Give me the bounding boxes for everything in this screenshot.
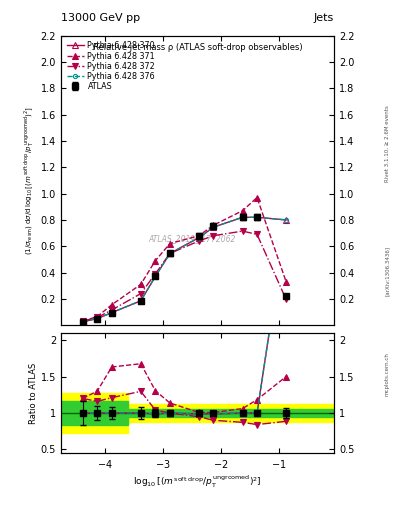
Pythia 6.428 372 [211, 232, 216, 239]
Y-axis label: Ratio to ATLAS: Ratio to ATLAS [29, 362, 38, 423]
Pythia 6.428 372 [138, 290, 143, 296]
Pythia 6.428 376 [95, 315, 99, 322]
Bar [128, 404, 334, 422]
Pythia 6.428 372 [196, 238, 201, 244]
Pythia 6.428 370 [153, 273, 158, 280]
Bar [61, 401, 128, 424]
Legend: Pythia 6.428 370, Pythia 6.428 371, Pythia 6.428 372, Pythia 6.428 376, ATLAS: Pythia 6.428 370, Pythia 6.428 371, Pyth… [65, 40, 157, 93]
Pythia 6.428 370 [138, 297, 143, 304]
Text: 13000 GeV pp: 13000 GeV pp [61, 13, 140, 23]
Line: Pythia 6.428 370: Pythia 6.428 370 [80, 215, 289, 325]
Pythia 6.428 372 [284, 296, 288, 303]
Text: Jets: Jets [314, 13, 334, 23]
Pythia 6.428 376 [240, 214, 245, 220]
Y-axis label: $(1/\sigma_\mathrm{resm})\ \mathrm{d}\sigma/\mathrm{d}\,\log_{10}[(m^{\,\mathrm{: $(1/\sigma_\mathrm{resm})\ \mathrm{d}\si… [23, 106, 37, 255]
Pythia 6.428 370 [211, 224, 216, 230]
Pythia 6.428 372 [167, 250, 172, 257]
Text: Relative jet mass ρ (ATLAS soft-drop observables): Relative jet mass ρ (ATLAS soft-drop obs… [93, 43, 302, 52]
Line: Pythia 6.428 376: Pythia 6.428 376 [81, 215, 288, 324]
Pythia 6.428 376 [196, 234, 201, 241]
Pythia 6.428 371 [167, 241, 172, 247]
X-axis label: $\log_{10}[(m^{\,\mathrm{soft\ drop}}/p_\mathrm{T}^{\,\mathrm{ungroomed}})^2]$: $\log_{10}[(m^{\,\mathrm{soft\ drop}}/p_… [133, 474, 262, 490]
Pythia 6.428 370 [196, 234, 201, 241]
Pythia 6.428 376 [80, 319, 85, 325]
Pythia 6.428 376 [284, 217, 288, 223]
Text: [arXiv:1306.3436]: [arXiv:1306.3436] [385, 246, 389, 296]
Pythia 6.428 371 [80, 318, 85, 324]
Pythia 6.428 371 [196, 232, 201, 239]
Pythia 6.428 376 [109, 310, 114, 316]
Pythia 6.428 371 [255, 195, 259, 201]
Pythia 6.428 376 [255, 214, 259, 220]
Pythia 6.428 372 [240, 228, 245, 234]
Bar [61, 393, 128, 434]
Pythia 6.428 372 [80, 318, 85, 324]
Pythia 6.428 372 [153, 271, 158, 277]
Text: Rivet 3.1.10, ≥ 2.6M events: Rivet 3.1.10, ≥ 2.6M events [385, 105, 389, 182]
Pythia 6.428 371 [284, 279, 288, 285]
Line: Pythia 6.428 371: Pythia 6.428 371 [80, 195, 289, 324]
Pythia 6.428 370 [240, 214, 245, 220]
Pythia 6.428 371 [138, 281, 143, 287]
Bar [128, 409, 334, 417]
Pythia 6.428 371 [109, 302, 114, 308]
Pythia 6.428 371 [240, 208, 245, 214]
Pythia 6.428 376 [138, 297, 143, 304]
Pythia 6.428 370 [95, 315, 99, 322]
Text: mcplots.cern.ch: mcplots.cern.ch [385, 352, 389, 396]
Pythia 6.428 376 [167, 250, 172, 257]
Pythia 6.428 371 [153, 258, 158, 264]
Pythia 6.428 370 [284, 217, 288, 223]
Pythia 6.428 370 [80, 319, 85, 325]
Pythia 6.428 370 [167, 250, 172, 257]
Pythia 6.428 376 [153, 273, 158, 280]
Text: ATLAS_2019_I1772062: ATLAS_2019_I1772062 [148, 234, 236, 243]
Pythia 6.428 372 [255, 231, 259, 238]
Pythia 6.428 371 [95, 313, 99, 319]
Pythia 6.428 376 [211, 224, 216, 230]
Pythia 6.428 370 [109, 310, 114, 316]
Pythia 6.428 370 [255, 214, 259, 220]
Line: Pythia 6.428 372: Pythia 6.428 372 [80, 228, 289, 324]
Pythia 6.428 372 [109, 307, 114, 313]
Pythia 6.428 371 [211, 222, 216, 228]
Pythia 6.428 372 [95, 314, 99, 321]
